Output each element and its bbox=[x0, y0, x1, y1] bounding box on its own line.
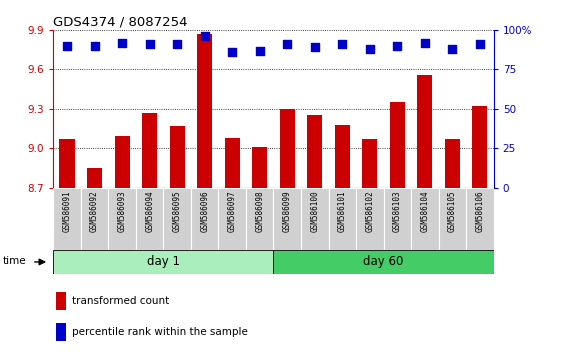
Text: GSM586105: GSM586105 bbox=[448, 191, 457, 232]
Bar bbox=[439, 188, 466, 250]
Bar bbox=[356, 188, 384, 250]
Bar bbox=[252, 147, 267, 188]
Bar bbox=[87, 168, 102, 188]
Bar bbox=[224, 138, 240, 188]
Bar bbox=[307, 115, 323, 188]
Text: GSM586092: GSM586092 bbox=[90, 191, 99, 232]
Point bbox=[283, 41, 292, 47]
Bar bbox=[136, 188, 163, 250]
Bar bbox=[280, 109, 295, 188]
Bar bbox=[56, 323, 66, 341]
Text: GSM586096: GSM586096 bbox=[200, 191, 209, 232]
Text: GSM586099: GSM586099 bbox=[283, 191, 292, 232]
Bar bbox=[59, 139, 75, 188]
Bar bbox=[411, 188, 439, 250]
Text: day 60: day 60 bbox=[364, 256, 404, 268]
Point bbox=[145, 41, 154, 47]
Point bbox=[200, 34, 209, 39]
Bar bbox=[335, 125, 350, 188]
Bar bbox=[273, 250, 494, 274]
Text: GSM586097: GSM586097 bbox=[228, 191, 237, 232]
Bar bbox=[163, 188, 191, 250]
Bar bbox=[445, 139, 460, 188]
Point bbox=[118, 40, 127, 46]
Bar bbox=[273, 188, 301, 250]
Bar bbox=[246, 188, 274, 250]
Bar bbox=[197, 34, 212, 188]
Text: GDS4374 / 8087254: GDS4374 / 8087254 bbox=[53, 16, 188, 29]
Text: GSM586095: GSM586095 bbox=[173, 191, 182, 232]
Point bbox=[255, 48, 264, 53]
Text: GSM586093: GSM586093 bbox=[118, 191, 127, 232]
Point bbox=[90, 43, 99, 48]
Text: time: time bbox=[3, 256, 26, 266]
Point bbox=[393, 43, 402, 48]
Bar bbox=[53, 250, 274, 274]
Bar bbox=[142, 113, 157, 188]
Bar bbox=[390, 102, 405, 188]
Point bbox=[173, 41, 182, 47]
Bar bbox=[466, 188, 494, 250]
Text: GSM586100: GSM586100 bbox=[310, 191, 319, 232]
Point bbox=[338, 41, 347, 47]
Text: transformed count: transformed count bbox=[72, 296, 169, 306]
Text: day 1: day 1 bbox=[147, 256, 180, 268]
Bar bbox=[472, 106, 488, 188]
Point bbox=[448, 46, 457, 52]
Point bbox=[228, 49, 237, 55]
Text: GSM586091: GSM586091 bbox=[63, 191, 72, 232]
Bar bbox=[329, 188, 356, 250]
Text: GSM586102: GSM586102 bbox=[365, 191, 374, 232]
Text: GSM586106: GSM586106 bbox=[475, 191, 484, 232]
Point bbox=[63, 43, 72, 48]
Bar bbox=[108, 188, 136, 250]
Bar bbox=[301, 188, 329, 250]
Bar bbox=[417, 75, 433, 188]
Bar bbox=[218, 188, 246, 250]
Point bbox=[420, 40, 429, 46]
Bar bbox=[81, 188, 108, 250]
Bar bbox=[384, 188, 411, 250]
Point bbox=[475, 41, 484, 47]
Bar bbox=[362, 139, 378, 188]
Text: GSM586103: GSM586103 bbox=[393, 191, 402, 232]
Text: GSM586098: GSM586098 bbox=[255, 191, 264, 232]
Bar bbox=[53, 188, 81, 250]
Text: GSM586101: GSM586101 bbox=[338, 191, 347, 232]
Text: GSM586094: GSM586094 bbox=[145, 191, 154, 232]
Bar bbox=[191, 188, 218, 250]
Bar bbox=[114, 136, 130, 188]
Bar bbox=[169, 126, 185, 188]
Point bbox=[310, 45, 319, 50]
Point bbox=[365, 46, 374, 52]
Text: percentile rank within the sample: percentile rank within the sample bbox=[72, 327, 247, 337]
Text: GSM586104: GSM586104 bbox=[420, 191, 429, 232]
Bar bbox=[56, 292, 66, 310]
